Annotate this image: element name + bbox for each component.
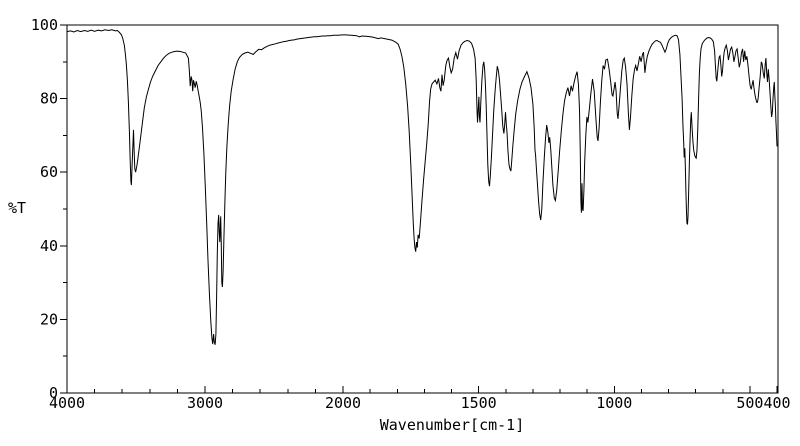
x-tick-label: 3000 <box>187 394 223 412</box>
plot-axes <box>60 24 779 394</box>
y-tick-label: 0 <box>49 384 58 402</box>
y-tick-label: 40 <box>40 237 58 255</box>
x-axis-label: Wavenumber[cm-1] <box>380 416 525 434</box>
x-tick-label: 500 <box>736 394 763 412</box>
x-tick-label: 2000 <box>325 394 361 412</box>
y-axis-label: %T <box>8 199 26 217</box>
x-tick-label: 1000 <box>596 394 632 412</box>
y-tick-label: 80 <box>40 90 58 108</box>
x-tick-label: 1500 <box>461 394 497 412</box>
x-tick-label: 4000 <box>49 394 85 412</box>
y-tick-label: 100 <box>31 16 58 34</box>
transmittance-line <box>66 29 778 345</box>
x-tick-label: 400 <box>763 394 790 412</box>
tick-labels: 0 20 40 60 80 100 4000 3000 2000 1500 1000 500 400 <box>31 16 791 412</box>
y-tick-label: 60 <box>40 163 58 181</box>
spectrum-curve <box>66 29 778 345</box>
y-tick-label: 20 <box>40 310 58 328</box>
